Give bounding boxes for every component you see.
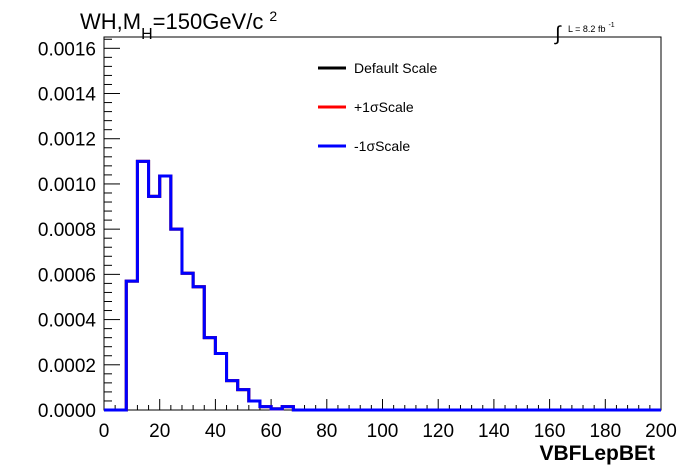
y-axis: 0.0000 0.0002 0.0004 0.0006 0.0008 0.0010 0.00… <box>38 38 120 422</box>
lumi-label: L = 8.2 fb -1 <box>568 22 615 34</box>
legend-entry-label: +1σScale <box>354 99 414 115</box>
legend-entry-label: Default Scale <box>354 60 437 76</box>
y-tick-label: 0.0014 <box>38 85 97 106</box>
plot-frame <box>103 36 662 411</box>
x-tick-label: 100 <box>367 421 399 442</box>
y-tick-label: 0.0004 <box>38 311 97 332</box>
x-tick-label: 0 <box>99 421 110 442</box>
x-axis-label: VBFLepBEt <box>540 442 656 465</box>
legend-entry-label: -1σScale <box>354 138 410 154</box>
series-layer <box>104 159 661 412</box>
x-tick-label: 180 <box>589 421 621 442</box>
x-tick-label: 20 <box>149 421 170 442</box>
y-tick-label: 0.0010 <box>38 175 96 196</box>
chart-title: WH,MH=150GeV/c 2 <box>80 8 277 43</box>
x-axis: 0 20 40 60 80 100 120 140 160 180 200 <box>99 399 677 442</box>
x-tick-label: 200 <box>645 421 677 442</box>
y-tick-label: 0.0008 <box>38 220 96 241</box>
title-subscript: H <box>141 26 153 43</box>
title-superscript: 2 <box>269 8 277 24</box>
series-line-2 <box>104 159 661 412</box>
x-tick-label: 80 <box>316 421 337 442</box>
title-rest: =150GeV/c <box>153 9 264 34</box>
lumi-integral: ∫ <box>554 23 562 45</box>
lumi-superscript: -1 <box>608 22 614 29</box>
title-main: WH,M <box>80 9 141 34</box>
x-tick-label: 120 <box>422 421 454 442</box>
series-line-1 <box>104 159 661 412</box>
x-tick-label: 140 <box>478 421 510 442</box>
y-tick-label: 0.0016 <box>38 39 96 60</box>
series-line-0 <box>104 159 661 412</box>
x-tick-label: 160 <box>534 421 566 442</box>
legend: Default Scale +1σScale -1σScale <box>318 60 437 154</box>
y-tick-label: 0.0012 <box>38 130 96 151</box>
lumi-text: L = 8.2 fb <box>568 24 605 34</box>
y-tick-label: 0.0006 <box>38 265 96 286</box>
y-tick-label: 0.0002 <box>38 356 96 377</box>
y-tick-label: 0.0000 <box>38 401 96 422</box>
x-tick-label: 60 <box>261 421 282 442</box>
x-tick-label: 40 <box>205 421 226 442</box>
